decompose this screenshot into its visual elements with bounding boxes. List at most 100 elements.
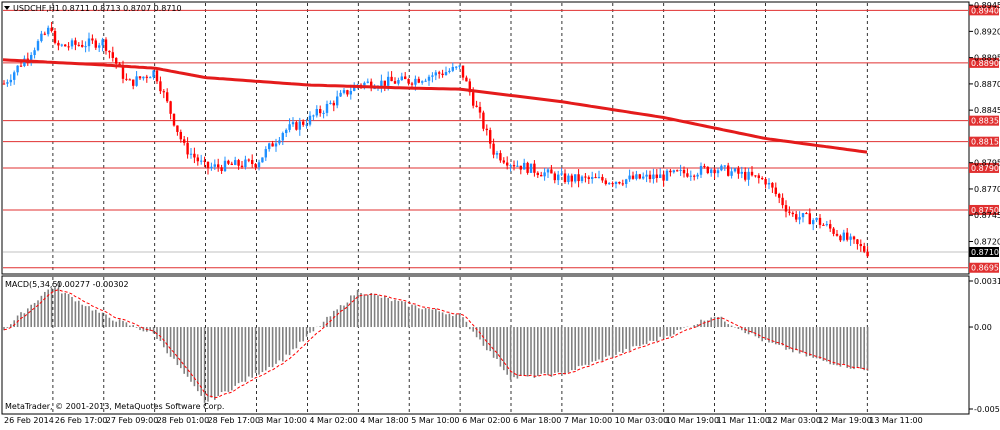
candle-body — [441, 73, 444, 76]
candle-body — [771, 182, 774, 188]
candle-body — [121, 65, 125, 79]
candle-body — [2, 83, 6, 85]
candle-body — [805, 213, 808, 215]
candle-body — [730, 171, 733, 176]
candle-body — [594, 177, 597, 179]
candle-body — [404, 76, 407, 80]
candle-body — [665, 170, 669, 181]
candle-body — [642, 176, 645, 179]
candle-body — [461, 65, 465, 78]
candle-body — [19, 65, 23, 67]
candle-body — [856, 239, 859, 245]
candle-body — [142, 76, 145, 79]
time-tick-label: 28 Feb 01:00 — [157, 416, 209, 425]
macd-tick-label: 0.00315 — [974, 277, 1000, 286]
candle-body — [50, 27, 53, 32]
candle-body — [319, 109, 322, 114]
candle-body — [591, 177, 594, 179]
candle-body — [434, 72, 437, 76]
time-tick-label: 6 Mar 02:00 — [462, 416, 510, 425]
candle-body — [723, 165, 726, 167]
candle-body — [628, 175, 631, 180]
candle-body — [397, 80, 400, 84]
candle-body — [757, 175, 760, 179]
candle-body — [676, 170, 679, 172]
candle-body — [247, 159, 250, 161]
candle-body — [383, 80, 386, 86]
candle-body — [217, 164, 220, 168]
candle-body — [832, 228, 835, 234]
candle-body — [234, 160, 237, 165]
time-tick-label: 4 Mar 18:00 — [360, 416, 408, 425]
candle-body — [475, 105, 478, 107]
candle-body — [349, 90, 352, 95]
candle-body — [720, 165, 723, 171]
candle-body — [587, 177, 590, 179]
candle-body — [710, 169, 713, 174]
candle-body — [560, 173, 563, 175]
candle-body — [244, 159, 247, 167]
candle-body — [285, 129, 288, 134]
candle-body — [455, 66, 458, 68]
candle-body — [74, 40, 77, 45]
macd-label: MACD(5,34,5) — [5, 280, 61, 289]
candle-body — [424, 80, 427, 82]
candle-body — [451, 67, 454, 71]
candle-body — [618, 181, 621, 184]
candle-body — [614, 181, 618, 185]
candle-body — [342, 90, 346, 93]
candle-body — [652, 174, 655, 180]
candle-body — [196, 157, 199, 162]
candle-body — [778, 193, 781, 198]
candle-body — [580, 176, 584, 182]
candle-body — [47, 27, 50, 35]
candle-body — [189, 153, 193, 155]
candle-body — [648, 174, 652, 180]
candle-body — [526, 162, 529, 173]
candle-body — [162, 91, 165, 93]
candle-body — [482, 112, 485, 129]
candle-body — [458, 65, 461, 67]
candle-body — [543, 172, 546, 177]
candle-body — [849, 236, 852, 240]
price-pane[interactable] — [1, 1, 970, 275]
candle-body — [659, 174, 662, 179]
candle-body — [193, 153, 196, 158]
candle-body — [635, 174, 638, 179]
candle-body — [206, 161, 210, 169]
candle-body — [662, 174, 665, 181]
candle-body — [94, 40, 97, 48]
candle-body — [839, 235, 842, 241]
candle-body — [567, 175, 570, 182]
horizontal-levels[interactable]: 0.8940 0.8890 0.8835 0.8815 0.8790 0.8750 0.86… — [3, 5, 999, 273]
candle-body — [669, 170, 672, 173]
candle-body — [138, 76, 142, 79]
candle-body — [472, 92, 475, 106]
time-tick-label: 12 Mar 03:00 — [768, 416, 821, 425]
dropdown-triangle-icon[interactable] — [4, 6, 10, 10]
candle-body — [767, 182, 771, 185]
candle-body — [655, 174, 658, 179]
candle-body — [859, 244, 862, 247]
candle-body — [203, 160, 206, 162]
level-price-box — [969, 162, 999, 173]
candle-body — [315, 109, 318, 116]
candle-body — [553, 173, 556, 181]
candle-body — [529, 163, 533, 173]
candle-body — [584, 176, 587, 178]
time-tick-label: 11 Mar 11:00 — [717, 416, 770, 425]
candle-body — [400, 76, 403, 81]
candle-body — [67, 46, 70, 48]
candle-body — [812, 220, 815, 225]
current-price-label: 0.8710 — [971, 248, 999, 257]
candle-body — [288, 124, 291, 130]
candle-body — [696, 174, 699, 177]
candle-body — [822, 224, 825, 226]
level-price-box — [969, 57, 999, 68]
level-price-box — [969, 115, 999, 126]
candle-body — [444, 72, 448, 76]
candle-body — [373, 88, 376, 90]
